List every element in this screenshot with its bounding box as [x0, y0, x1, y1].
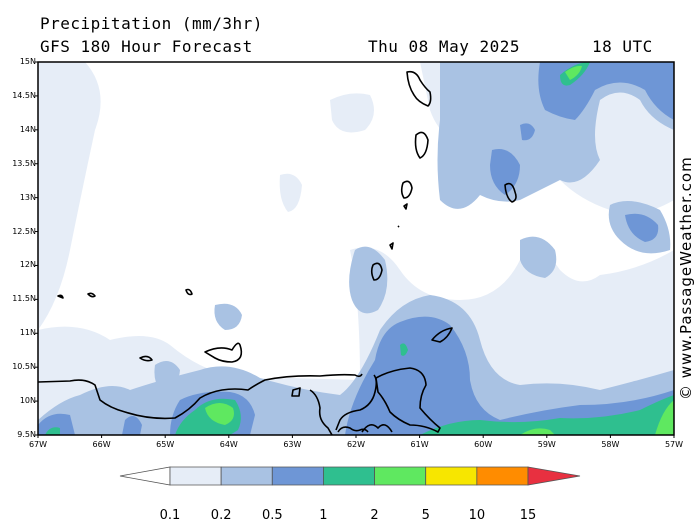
colorbar-label: 10 — [468, 508, 486, 523]
lat-label: 11.5N — [12, 294, 36, 304]
lat-label: 12N — [19, 260, 36, 270]
lon-label: 66W — [92, 440, 111, 449]
colorbar-label: 0.5 — [261, 508, 283, 523]
coastlines — [37, 70, 517, 436]
barbados-coast — [504, 182, 517, 203]
forecast-time: 18 UTC — [592, 37, 653, 56]
martinique-coast — [406, 70, 432, 107]
colorbar — [119, 466, 581, 486]
colorbar-label: 15 — [519, 508, 537, 523]
colorbar-swatch — [527, 466, 581, 486]
lon-label: 61W — [410, 440, 429, 449]
lon-label: 64W — [219, 440, 238, 449]
colorbar-swatch — [374, 466, 427, 486]
trinidad-coast — [375, 367, 441, 433]
colorbar-label: 1 — [319, 508, 328, 523]
lat-label: 13.5N — [12, 158, 36, 168]
los-testigos-coast — [291, 387, 301, 397]
colorbar-swatch — [476, 466, 529, 486]
axis-ticks — [35, 61, 675, 438]
variable-title: Precipitation (mm/3hr) — [40, 14, 263, 33]
colorbar-swatch — [323, 466, 375, 486]
la-blanquilla-coast — [139, 355, 153, 362]
colorbar-label: 0.1 — [159, 508, 181, 523]
lon-label: 62W — [346, 440, 366, 449]
colorbar-swatch — [119, 466, 171, 486]
lat-label: 10.5N — [12, 362, 36, 372]
colorbar-label: 2 — [370, 508, 379, 523]
lat-label: 14.5N — [12, 90, 36, 100]
lon-label: 58W — [601, 440, 620, 449]
precip-field — [38, 62, 674, 435]
lon-label: 59W — [537, 440, 556, 449]
curacao-coast — [87, 292, 96, 298]
lat-label: 13N — [19, 192, 36, 202]
delta-coast — [361, 424, 393, 433]
lon-label: 65W — [156, 440, 175, 449]
colorbar-label: 5 — [421, 508, 430, 523]
lat-label: 12.5N — [12, 226, 36, 236]
forecast-date: Thu 08 May 2025 — [368, 37, 520, 56]
st-vincent-coast — [400, 180, 413, 199]
lat-label: 15N — [19, 57, 36, 66]
model-title: GFS 180 Hour Forecast — [40, 37, 253, 56]
small-islet-3 — [397, 225, 400, 228]
small-islet-2 — [389, 242, 394, 250]
precip-band-2 — [205, 65, 674, 435]
lon-label: 57W — [664, 440, 684, 449]
margarita-coast — [204, 342, 243, 363]
lat-label: 9.5N — [17, 430, 36, 439]
lat-label: 10N — [19, 396, 36, 406]
colorbar-swatch — [169, 466, 222, 486]
bonaire-coast — [185, 288, 193, 296]
colorbar-swatch — [220, 466, 273, 486]
st-lucia-coast — [414, 131, 429, 159]
grenada-coast — [370, 262, 383, 281]
lon-label: 67W — [28, 440, 48, 449]
lat-label: 14N — [19, 124, 36, 134]
lon-label: 63W — [283, 440, 302, 449]
colorbar-swatch — [425, 466, 478, 486]
colorbar-label: 0.2 — [210, 508, 232, 523]
lat-label: 11N — [19, 328, 36, 338]
small-islet — [403, 203, 408, 210]
watermark: © www.PassageWeather.com — [677, 156, 695, 400]
lon-label: 60W — [474, 440, 493, 449]
colorbar-swatch — [271, 466, 324, 486]
aruba-coast — [57, 294, 64, 299]
tobago-coast — [431, 327, 453, 343]
